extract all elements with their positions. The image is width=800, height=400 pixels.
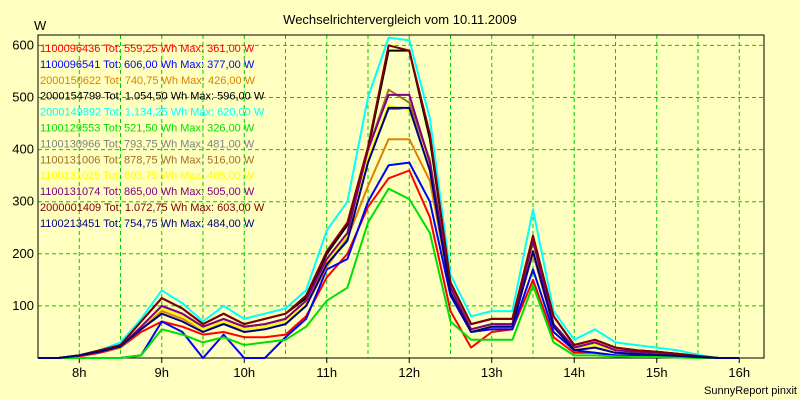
x-tick-label: 14h	[563, 365, 585, 380]
y-tick-label: 600	[12, 37, 34, 52]
y-tick-label: 100	[12, 298, 34, 313]
y-tick-label: 400	[12, 142, 34, 157]
x-tick-label: 9h	[155, 365, 169, 380]
x-tick-label: 10h	[233, 365, 255, 380]
grid	[38, 35, 764, 358]
legend-entry: 1100131006 Tot: 878,75 Wh Max: 516,00 W	[40, 154, 255, 166]
series-line-5	[38, 187, 740, 359]
y-tick-label: 500	[12, 90, 34, 105]
legend-entry: 1100131074 Tot: 865,00 Wh Max: 505,00 W	[40, 186, 255, 198]
series-line-1	[38, 161, 740, 359]
axes: 100 200 300 400 500 600 8h 9h 10h 11h 12h 13h 14h 15h…	[12, 34, 765, 380]
x-tick-label: 12h	[398, 365, 420, 380]
legend-entry: 2000150622 Tot: 740,75 Wh Max: 426,00 W	[40, 75, 256, 87]
x-tick-label: 8h	[72, 365, 86, 380]
x-tick-label: 16h	[728, 365, 750, 380]
y-tick-label: 200	[12, 246, 34, 261]
series-line-11	[38, 106, 740, 359]
legend-entry: 1100096541 Tot: 606,00 Wh Max: 377,00 W	[40, 59, 255, 71]
y-axis-unit: W	[34, 18, 47, 33]
chart-title: Wechselrichtervergleich vom 10.11.2009	[283, 12, 517, 27]
legend-entry: 1100213451 Tot: 754,75 Wh Max: 484,00 W	[40, 218, 255, 230]
legend-entry: 1100129553 Tot: 521,50 Wh Max: 326,00 W	[40, 123, 255, 135]
series-line-9	[38, 93, 740, 359]
legend-entry: 2000149892 Tot: 1.134,25 Wh Max: 620,00 …	[40, 107, 265, 119]
legend-entry: 1100096436 Tot: 559,25 Wh Max: 361,00 W	[40, 43, 255, 55]
x-tick-label: 11h	[316, 365, 337, 380]
plot-frame	[37, 34, 765, 359]
legend-entry: 2000001409 Tot: 1.072,75 Wh Max: 603,00 …	[40, 202, 265, 214]
legend-entry: 1100130966 Tot: 793,75 Wh Max: 481,00 W	[40, 138, 255, 150]
series-line-10	[38, 44, 740, 359]
series-line-4	[38, 36, 740, 359]
series-line-0	[38, 169, 740, 359]
legend-entry: 2000154799 Tot: 1.054,50 Wh Max: 596,00 …	[40, 91, 265, 103]
series-lines	[38, 36, 740, 359]
x-tick-label: 15h	[646, 365, 668, 380]
legend-entry: 1100131025 Tot: 805,75 Wh Max: 485,00 W	[40, 170, 255, 182]
footer-credit: SunnyReport pinxit	[704, 385, 797, 397]
y-tick-label: 300	[12, 194, 34, 209]
legend: 1100096436 Tot: 559,25 Wh Max: 361,00 W 1…	[40, 43, 265, 230]
x-tick-label: 13h	[481, 365, 503, 380]
